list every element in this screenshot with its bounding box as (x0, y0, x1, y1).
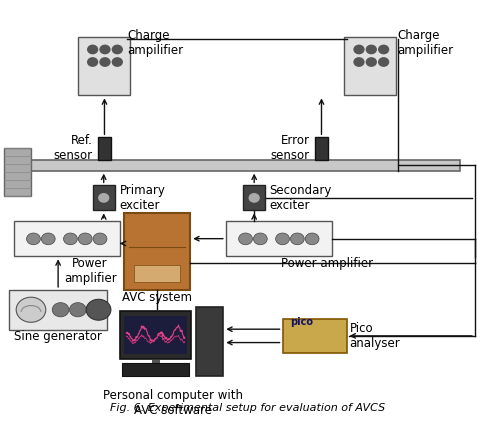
Text: Charge
ampilifier: Charge ampilifier (127, 28, 184, 57)
Circle shape (113, 45, 122, 54)
Bar (78, 37, 129, 96)
Circle shape (379, 58, 388, 66)
Bar (31, 160, 460, 171)
Circle shape (367, 58, 376, 66)
Bar (314, 137, 328, 160)
Text: Error
sensor: Error sensor (270, 134, 310, 162)
Circle shape (291, 233, 304, 245)
Circle shape (354, 45, 364, 54)
Circle shape (100, 58, 110, 66)
Circle shape (88, 58, 98, 66)
Text: Ref.
sensor: Ref. sensor (54, 134, 93, 162)
Circle shape (305, 233, 319, 245)
Bar (152, 359, 160, 365)
Text: Primary
exciter: Primary exciter (120, 184, 166, 212)
Text: Fig. 6. Experimental setup for evaluation of AVCS: Fig. 6. Experimental setup for evaluatio… (111, 403, 385, 413)
Circle shape (99, 194, 109, 202)
Circle shape (113, 58, 122, 66)
Bar (120, 311, 191, 359)
Bar (283, 319, 347, 353)
Text: Secondary
exciter: Secondary exciter (269, 184, 332, 212)
Bar (98, 137, 112, 160)
Circle shape (249, 194, 259, 202)
Bar (243, 185, 265, 210)
Circle shape (239, 233, 252, 245)
Text: Personal computer with
AVC software: Personal computer with AVC software (103, 389, 243, 417)
Circle shape (86, 299, 111, 320)
Circle shape (253, 233, 267, 245)
Bar (4, 148, 31, 196)
Circle shape (93, 233, 107, 245)
Circle shape (78, 233, 92, 245)
Circle shape (100, 45, 110, 54)
Circle shape (379, 45, 388, 54)
Circle shape (52, 303, 69, 317)
Text: Pico
analyser: Pico analyser (350, 322, 400, 350)
Bar (226, 221, 332, 256)
Bar (124, 212, 190, 290)
Bar (14, 221, 120, 256)
Bar (124, 316, 187, 354)
Text: AVC system: AVC system (122, 291, 192, 304)
Circle shape (354, 58, 364, 66)
Bar (344, 37, 396, 96)
Circle shape (63, 233, 77, 245)
Circle shape (69, 303, 86, 317)
Circle shape (276, 233, 290, 245)
Text: Power amplifier: Power amplifier (281, 257, 373, 270)
Bar (144, 363, 167, 367)
Circle shape (88, 45, 98, 54)
Text: Power
amplifier: Power amplifier (64, 257, 117, 285)
Text: pico: pico (290, 317, 313, 327)
Circle shape (367, 45, 376, 54)
Circle shape (27, 233, 40, 245)
Text: Charge
ampilifier: Charge ampilifier (397, 28, 453, 57)
Bar (133, 265, 181, 281)
Bar (196, 306, 223, 376)
Bar (93, 185, 115, 210)
Bar (122, 363, 189, 376)
Bar (9, 290, 108, 330)
Circle shape (87, 303, 104, 317)
Circle shape (16, 297, 46, 322)
Text: Sine generator: Sine generator (14, 331, 102, 343)
Circle shape (41, 233, 55, 245)
